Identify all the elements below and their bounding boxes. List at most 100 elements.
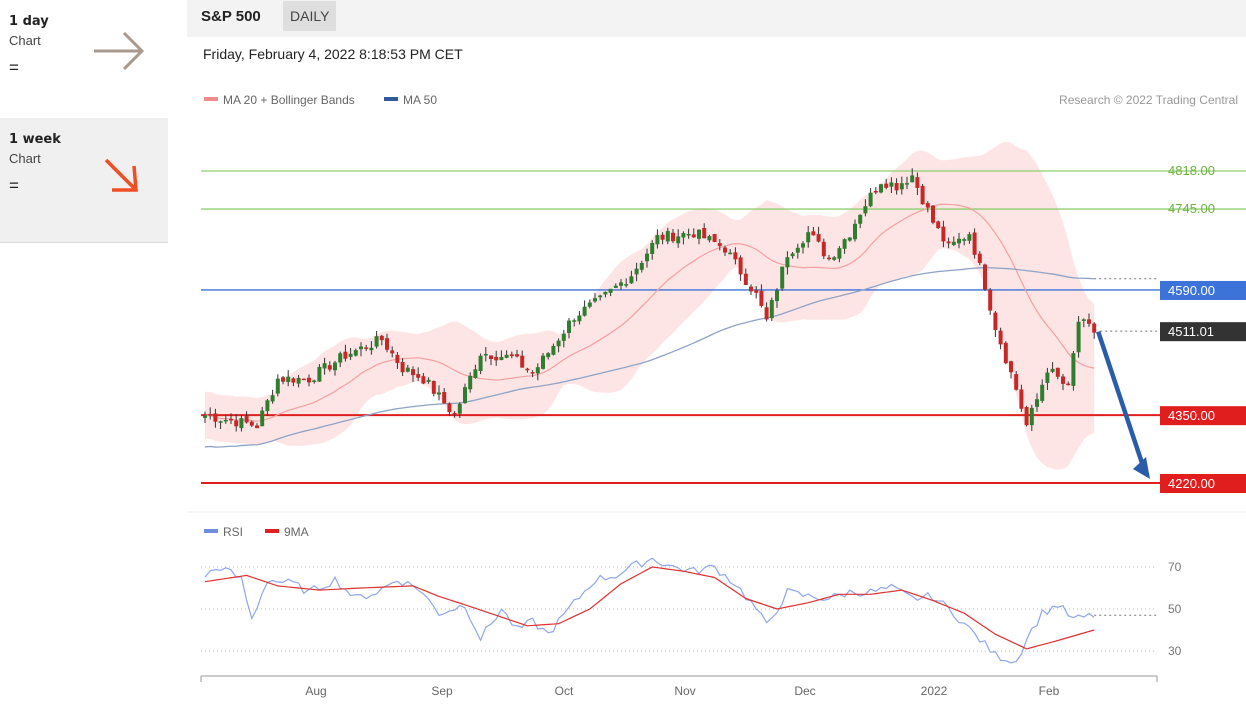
candle-body — [572, 320, 577, 322]
candle-body — [899, 183, 904, 190]
candle-body — [494, 356, 499, 361]
candle-body — [884, 183, 889, 188]
candle-body — [317, 366, 322, 382]
x-tick-Aug: Aug — [305, 684, 326, 698]
timeframe-label: 1 week — [9, 132, 61, 147]
chart-datetime: Friday, February 4, 2022 8:18:53 PM CET — [203, 46, 463, 62]
candle-body — [811, 231, 816, 236]
level-tag-4511.01 — [1160, 322, 1246, 342]
candle-body — [452, 412, 457, 415]
candle-body — [1035, 399, 1039, 407]
candle-body — [348, 353, 353, 357]
candle-body — [499, 357, 504, 361]
legend-swatch-9ma — [265, 529, 279, 533]
candle-body — [671, 232, 675, 242]
candle-body — [307, 377, 311, 383]
arrow-down-right-icon — [104, 158, 138, 192]
candle-body — [333, 362, 337, 371]
candle-body — [1055, 367, 1060, 377]
candle-body — [681, 233, 686, 238]
timeframe-1-week[interactable]: 1 week Chart = — [0, 118, 168, 243]
candle-body — [385, 338, 389, 350]
candle-body — [1014, 374, 1019, 390]
candle-body — [764, 307, 769, 320]
candle-body — [790, 253, 795, 257]
candle-body — [832, 257, 837, 260]
candle-body — [301, 378, 306, 381]
candle-body — [411, 369, 415, 376]
period-badge[interactable]: DAILY — [283, 1, 337, 31]
candle-body — [541, 355, 545, 369]
rsi-tick-70: 70 — [1168, 560, 1182, 574]
candle-body — [733, 252, 738, 260]
candle-body — [972, 232, 977, 255]
candle-body — [702, 228, 707, 239]
candle-body — [743, 273, 748, 285]
candle-body — [291, 378, 296, 383]
candle-body — [624, 284, 629, 286]
candle-body — [255, 425, 259, 429]
candle-body — [889, 182, 894, 187]
candle-body — [567, 320, 571, 333]
candle-body — [665, 231, 670, 242]
level-label-4745.00: 4745.00 — [1168, 201, 1215, 216]
candle-body — [234, 420, 239, 427]
rsi-9ma-line — [204, 566, 1095, 650]
candle-body — [468, 375, 473, 390]
candle-body — [936, 221, 941, 229]
forecast-arrow-head — [1133, 457, 1150, 479]
candle-body — [1076, 321, 1081, 353]
candle-body — [1019, 389, 1024, 409]
candle-body — [260, 410, 265, 427]
candle-body — [816, 234, 821, 242]
candle-body — [759, 290, 764, 306]
rsi-line — [204, 557, 1095, 664]
candle-body — [951, 241, 956, 245]
candle-body — [853, 223, 857, 240]
candle-body — [379, 335, 384, 341]
candle-body — [1045, 372, 1050, 383]
candle-body — [723, 247, 727, 253]
candle-body — [265, 400, 270, 412]
timeframe-symbol: = — [9, 176, 19, 195]
candle-body — [925, 203, 930, 208]
candle-body — [270, 395, 275, 402]
candle-body — [977, 253, 982, 263]
candle-body — [712, 234, 717, 242]
candle-body — [535, 367, 540, 374]
candle-body — [489, 355, 493, 360]
candle-body — [847, 237, 852, 241]
timeframe-sub: Chart — [9, 151, 41, 166]
candle-body — [249, 421, 254, 426]
candle-body — [780, 266, 785, 289]
candle-body — [1040, 384, 1045, 401]
candle-body — [286, 376, 291, 383]
candle-body — [629, 276, 634, 284]
candle-body — [842, 239, 847, 249]
candle-body — [879, 184, 883, 193]
candle-body — [556, 340, 561, 347]
candle-body — [525, 368, 530, 371]
copyright-text: Research © 2022 Trading Central — [1059, 93, 1238, 107]
legend-label-ma20: MA 20 + Bollinger Bands — [223, 93, 355, 107]
candle-body — [1081, 319, 1086, 321]
candle-body — [993, 312, 998, 331]
forecast-arrow-shaft — [1096, 330, 1147, 470]
candle-body — [821, 241, 826, 257]
candle-body — [717, 243, 722, 246]
candle-body — [738, 257, 743, 275]
timeframe-sidebar: 1 day Chart = 1 week Chart = — [0, 0, 168, 705]
candle-body — [962, 239, 967, 241]
candle-body — [223, 419, 228, 422]
timeframe-1-day[interactable]: 1 day Chart = — [0, 0, 168, 118]
legend-swatch-ma50 — [384, 97, 398, 101]
candle-body — [229, 418, 233, 421]
candle-body — [873, 190, 878, 193]
rsi-tick-30: 30 — [1168, 644, 1182, 658]
candle-body — [686, 233, 691, 236]
candle-body — [691, 234, 696, 238]
candle-body — [1003, 342, 1008, 364]
candle-body — [905, 183, 909, 185]
candle-body — [754, 290, 759, 293]
